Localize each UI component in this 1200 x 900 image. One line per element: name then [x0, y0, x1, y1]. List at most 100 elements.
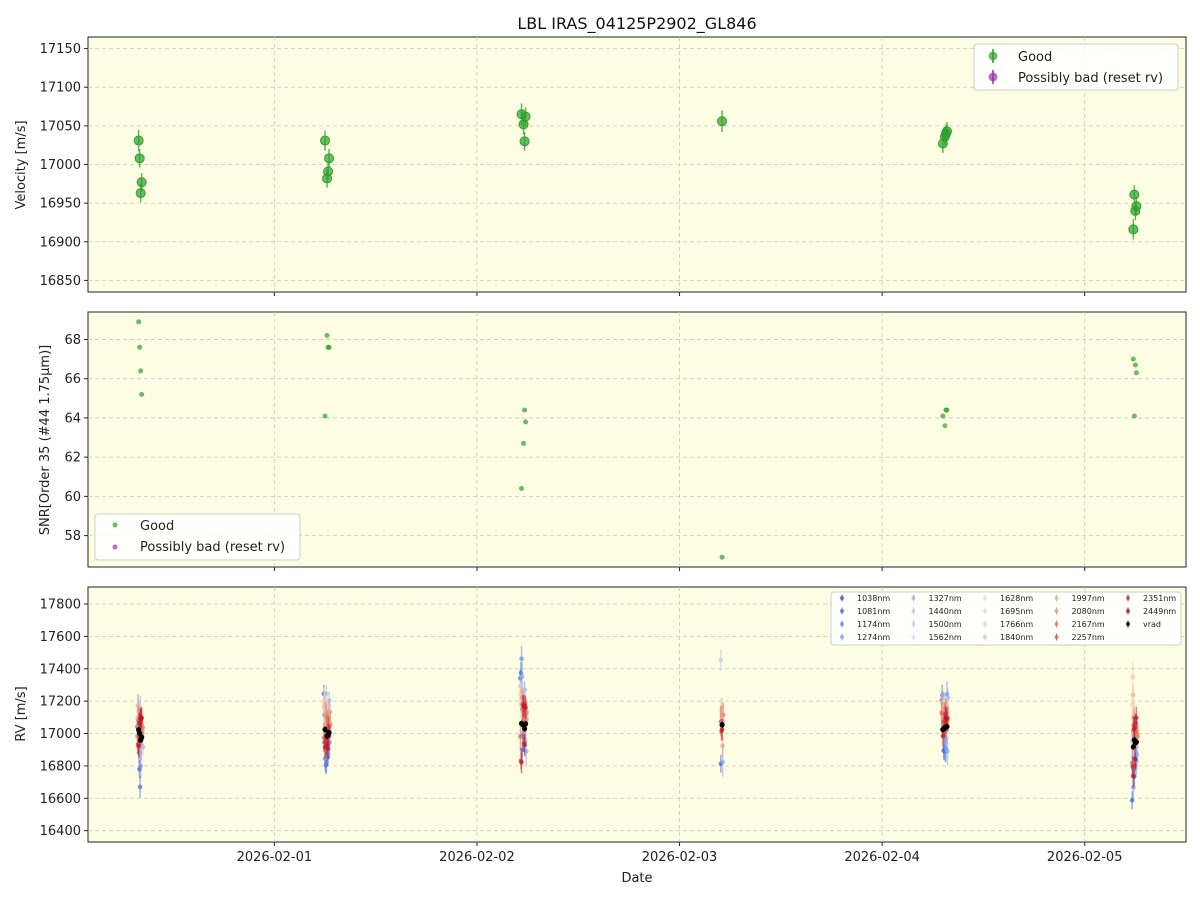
rv-legend-marker — [1126, 609, 1130, 613]
rv-band-point — [719, 727, 725, 732]
snr-point — [519, 486, 525, 492]
rv-y-tick-label: 17800 — [40, 598, 81, 613]
x-tick-label: 2026-02-03 — [642, 850, 718, 865]
rv-legend-label: 1081nm — [857, 607, 890, 616]
rv-legend-label: 2351nm — [1143, 594, 1176, 603]
snr-point — [944, 407, 950, 413]
rv-legend-marker — [911, 609, 916, 613]
rv-legend-label: 2449nm — [1143, 607, 1176, 616]
rv-vrad-point — [522, 721, 529, 727]
velocity-point — [1131, 201, 1142, 212]
velocity-point — [136, 177, 147, 188]
snr-legend-box — [94, 513, 301, 561]
rv-legend-label: 2167nm — [1072, 620, 1105, 629]
snr-point — [1130, 356, 1136, 362]
velocity-y-axis-label: Velocity [m/s] — [14, 120, 29, 209]
rv-vrad-point — [322, 726, 328, 733]
rv-legend-label: vrad — [1143, 620, 1161, 629]
figure-title: LBL IRAS_04125P2902_GL846 — [517, 14, 756, 34]
rv-band-point — [940, 733, 946, 739]
snr-y-tick-label: 60 — [64, 490, 81, 505]
velocity-legend-bad-label: Possibly bad (reset rv) — [1018, 71, 1163, 86]
rv-legend-marker — [983, 596, 987, 600]
velocity-point — [323, 166, 334, 177]
velocity-legend-good-label: Good — [1018, 50, 1052, 65]
rv-band-point — [1134, 715, 1139, 720]
x-tick-label: 2026-02-04 — [844, 850, 920, 865]
snr-point — [521, 440, 527, 446]
rv-y-tick-label: 16600 — [40, 792, 81, 807]
velocity-y-ticks: 16850 16900 16950 17000 17050 17100 17150 — [40, 42, 88, 289]
snr-point — [1133, 370, 1139, 376]
rv-y-tick-label: 16400 — [40, 824, 81, 839]
rv-band-point — [139, 715, 144, 721]
rv-legend-marker — [911, 635, 916, 639]
snr-point — [1131, 413, 1137, 419]
rv-legend-marker — [840, 635, 844, 639]
rv-y-tick-label: 17400 — [40, 662, 81, 677]
rv-band-point — [720, 712, 726, 718]
rv-legend-marker — [840, 596, 844, 600]
rv-band-point — [519, 760, 524, 765]
rv-y-tick-label: 16800 — [40, 759, 81, 774]
rv-band-point — [137, 784, 143, 790]
rv-band-point — [1131, 773, 1136, 779]
rv-band-point — [522, 742, 527, 748]
velocity-point — [941, 126, 952, 137]
rv-legend-marker — [1054, 609, 1059, 613]
velocity-legend-good-marker — [988, 51, 998, 61]
x-tick-label: 2026-02-02 — [439, 850, 515, 865]
rv-legend-label: 1038nm — [857, 594, 890, 603]
velocity-y-tick-label: 16900 — [40, 235, 81, 250]
velocity-y-tick-label: 16850 — [40, 274, 81, 289]
velocity-point — [1128, 224, 1139, 235]
rv-legend-marker — [983, 609, 987, 613]
velocity-point — [520, 111, 531, 122]
rv-vrad-point — [521, 726, 528, 732]
rv-legend-label: 1500nm — [929, 620, 962, 629]
rv-grid — [88, 587, 1186, 842]
rv-legend-label: 2257nm — [1072, 633, 1105, 642]
velocity-legend: Good Possibly bad (reset rv) — [973, 43, 1179, 91]
rv-vrad-point — [1133, 739, 1139, 745]
snr-point — [136, 319, 142, 325]
rv-band-point — [523, 705, 528, 710]
snr-point — [324, 333, 330, 339]
snr-x-ticks — [273, 567, 1086, 571]
rv-vrad-point — [944, 724, 950, 730]
x-axis-label: Date — [621, 871, 652, 886]
velocity-point — [717, 116, 728, 127]
velocity-point — [324, 153, 335, 164]
rv-legend-label: 1327nm — [929, 594, 962, 603]
snr-point — [137, 344, 143, 350]
rv-legend-marker — [911, 622, 916, 626]
snr-y-tick-label: 66 — [64, 372, 81, 387]
rv-band-point — [1133, 756, 1138, 762]
rv-band-point — [325, 746, 331, 752]
rv-legend-label: 1766nm — [1000, 620, 1033, 629]
rv-band-point — [518, 734, 523, 739]
x-tick-label: 2026-02-05 — [1047, 850, 1123, 865]
velocity-legend-box — [973, 43, 1179, 91]
snr-legend-bad-label: Possibly bad (reset rv) — [140, 540, 285, 555]
snr-legend-bad-marker — [112, 544, 118, 550]
velocity-panel: 16850 16900 16950 17000 17050 17100 17150 Velo… — [14, 36, 1187, 296]
velocity-y-tick-label: 16950 — [40, 197, 81, 212]
snr-y-ticks: 58 60 62 64 66 68 — [64, 333, 88, 544]
rv-legend-box — [830, 591, 1182, 646]
snr-y-tick-label: 62 — [64, 451, 81, 466]
rv-legend-marker — [911, 596, 916, 600]
velocity-y-tick-label: 17150 — [40, 42, 81, 57]
rv-band-point — [720, 759, 725, 765]
rv-band-point — [1131, 692, 1136, 698]
snr-y-tick-label: 64 — [64, 411, 81, 426]
velocity-point — [320, 135, 331, 146]
snr-y-axis-label: SNR[Order 35 (#44 1.75μm)] — [38, 345, 53, 536]
x-tick-label: 2026-02-01 — [237, 850, 313, 865]
velocity-point — [519, 136, 530, 147]
rv-y-tick-label: 17600 — [40, 630, 81, 645]
rv-vrad-point — [137, 730, 143, 736]
rv-y-ticks: 16400 16600 16800 17000 17200 17400 17600 17800 — [40, 598, 88, 839]
snr-point — [139, 391, 145, 397]
